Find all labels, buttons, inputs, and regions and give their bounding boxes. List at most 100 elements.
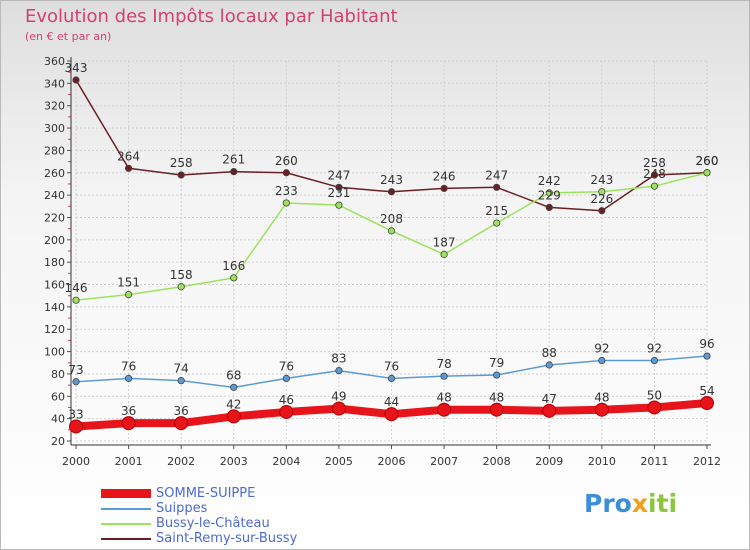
data-label-saint-remy-sur-bussy-2002: 258 (170, 156, 193, 170)
point-somme-suippe-2003 (226, 409, 241, 424)
y-tick-label-260: 260 (44, 167, 65, 180)
point-bussy-le-chateau-2003 (230, 274, 238, 282)
data-label-suippes-2009: 88 (542, 346, 557, 360)
legend-label-saint-remy-sur-bussy: Saint-Remy-sur-Bussy (156, 531, 298, 546)
data-label-bussy-le-chateau-2000: 146 (65, 281, 88, 295)
logo-part-pro: Pro (584, 489, 632, 518)
x-tick-label-2005: 2005 (325, 455, 353, 468)
chart-subtitle: (en € et par an) (25, 30, 112, 43)
point-saint-remy-sur-bussy-2004 (282, 169, 290, 177)
point-suippes-2011 (650, 356, 659, 365)
x-tick-label-2002: 2002 (167, 455, 195, 468)
data-label-saint-remy-sur-bussy-2003: 261 (222, 153, 245, 167)
legend-swatch-saint-remy-sur-bussy (101, 538, 151, 540)
point-somme-suippe-2000 (69, 419, 83, 434)
point-somme-suippe-2009 (542, 403, 557, 418)
data-label-suippes-2008: 79 (489, 356, 504, 370)
legend-swatch-bussy-le-chateau (101, 523, 151, 525)
y-tick-label-140: 140 (44, 301, 65, 314)
point-saint-remy-sur-bussy-2005 (335, 183, 343, 191)
data-label-somme-suippe-2011: 50 (647, 388, 662, 402)
point-bussy-le-chateau-2007 (440, 250, 448, 258)
x-tick-label-2011: 2011 (640, 455, 668, 468)
x-tick-label-2006: 2006 (378, 455, 406, 468)
data-label-somme-suippe-2006: 44 (384, 395, 399, 409)
logo-part-x: x (631, 489, 648, 518)
data-label-suippes-2001: 76 (121, 359, 136, 373)
proxiti-logo: Proxiti (584, 489, 677, 518)
axes: 20 40 60 80 100 120 140 160 180 200 220 240 260 280 30… (44, 55, 721, 468)
data-label-saint-remy-sur-bussy-2004: 260 (275, 154, 298, 168)
data-label-suippes-2000: 73 (68, 363, 83, 377)
data-label-somme-suippe-2004: 46 (279, 393, 294, 407)
series-layer (69, 76, 714, 434)
point-bussy-le-chateau-2010 (598, 188, 606, 196)
y-tick-label-120: 120 (44, 323, 65, 336)
legend-swatch-somme-suippe (101, 489, 151, 498)
data-label-saint-remy-sur-bussy-2005: 247 (327, 168, 350, 182)
point-suippes-2005 (335, 366, 343, 375)
point-bussy-le-chateau-2002 (177, 283, 185, 291)
data-label-bussy-le-chateau-2007: 187 (433, 235, 456, 249)
data-label-somme-suippe-2003: 42 (226, 397, 241, 411)
point-suippes-2008 (493, 371, 501, 379)
point-bussy-le-chateau-2008 (493, 219, 501, 227)
data-label-somme-suippe-2007: 48 (436, 391, 451, 405)
point-bussy-le-chateau-2012 (703, 169, 711, 177)
point-bussy-le-chateau-2011 (650, 182, 659, 190)
point-suippes-2009 (545, 361, 553, 369)
point-bussy-le-chateau-2005 (335, 201, 343, 209)
point-suippes-2010 (598, 356, 606, 365)
data-label-suippes-2007: 78 (436, 357, 451, 371)
point-saint-remy-sur-bussy-2003 (230, 168, 238, 176)
line-chart: 20 40 60 80 100 120 140 160 180 200 220 240 260 280 30… (44, 55, 721, 468)
point-suippes-2000 (72, 378, 80, 386)
y-tick-label-180: 180 (44, 256, 65, 269)
y-tick-label-40: 40 (51, 413, 65, 426)
data-label-somme-suippe-2005: 49 (331, 390, 346, 404)
data-label-saint-remy-sur-bussy-2009: 229 (538, 188, 561, 202)
data-label-bussy-le-chateau-2003: 166 (222, 259, 245, 273)
data-label-somme-suippe-2008: 48 (489, 391, 504, 405)
data-label-saint-remy-sur-bussy-2012: 260 (696, 154, 719, 168)
point-suippes-2007 (440, 372, 448, 380)
y-tick-label-20: 20 (51, 435, 65, 448)
data-label-saint-remy-sur-bussy-2006: 243 (380, 173, 403, 187)
x-tick-label-2003: 2003 (220, 455, 248, 468)
data-label-somme-suippe-2010: 48 (594, 391, 609, 405)
point-bussy-le-chateau-2009 (545, 189, 553, 197)
legend-label-somme-suippe: SOMME-SUIPPE (156, 486, 256, 501)
data-label-bussy-le-chateau-2008: 215 (485, 204, 508, 218)
point-somme-suippe-2006 (384, 407, 399, 422)
point-saint-remy-sur-bussy-2008 (493, 183, 501, 191)
data-label-saint-remy-sur-bussy-2007: 246 (433, 169, 456, 183)
data-label-bussy-le-chateau-2006: 208 (380, 212, 403, 226)
point-suippes-2002 (177, 377, 185, 385)
data-label-saint-remy-sur-bussy-2001: 264 (117, 149, 140, 163)
point-bussy-le-chateau-2004 (282, 199, 290, 207)
point-somme-suippe-2007 (437, 402, 452, 417)
x-tick-label-2008: 2008 (483, 455, 511, 468)
x-tick-label-2000: 2000 (62, 455, 90, 468)
data-label-suippes-2002: 74 (174, 362, 189, 376)
y-tick-label-240: 240 (44, 189, 65, 202)
y-tick-label-100: 100 (44, 346, 65, 359)
data-label-suippes-2011: 92 (647, 342, 662, 356)
point-somme-suippe-2004 (279, 404, 294, 419)
point-suippes-2004 (282, 374, 290, 383)
legend-swatch-suippes (101, 508, 151, 510)
data-label-somme-suippe-2002: 36 (174, 404, 189, 418)
y-tick-label-320: 320 (44, 100, 65, 113)
data-label-suippes-2010: 92 (594, 342, 609, 356)
data-label-suippes-2003: 68 (226, 368, 241, 382)
logo-part-iti: iti (647, 489, 678, 518)
point-saint-remy-sur-bussy-2007 (440, 184, 448, 193)
x-tick-label-2012: 2012 (693, 455, 721, 468)
x-tick-label-2010: 2010 (588, 455, 616, 468)
y-tick-label-80: 80 (51, 368, 65, 381)
x-tick-label-2007: 2007 (430, 455, 458, 468)
data-label-somme-suippe-2001: 36 (121, 404, 136, 418)
point-suippes-2003 (230, 383, 238, 391)
data-label-saint-remy-sur-bussy-2011: 258 (643, 156, 666, 170)
data-label-saint-remy-sur-bussy-2008: 247 (485, 168, 508, 182)
